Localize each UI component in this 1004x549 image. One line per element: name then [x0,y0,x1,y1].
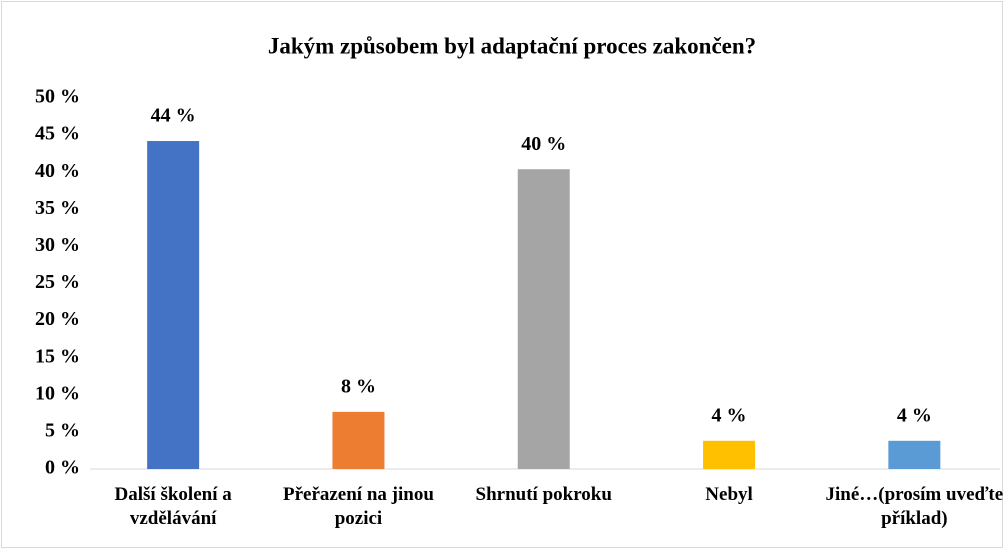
data-label: 40 % [521,133,566,155]
bar [147,141,200,469]
y-tick-label: 50 % [35,86,80,108]
bar [888,440,941,469]
bar [517,169,570,469]
data-label: 4 % [897,404,932,426]
y-tick-label: 0 % [45,457,80,479]
y-tick-label: 25 % [35,271,80,293]
data-label: 8 % [341,375,376,397]
bar [703,440,756,469]
x-tick-label: Nebyl [705,484,753,505]
x-tick-label: Přeřazení na jinou pozici [282,484,434,529]
data-label: 4 % [712,404,747,426]
y-tick-label: 5 % [45,419,80,441]
x-tick-label: Jiné…(prosím uveďte příklad) [825,484,1004,529]
bar [332,411,385,469]
y-tick-label: 35 % [35,197,80,219]
y-tick-label: 15 % [35,345,80,367]
chart-title: Jakým způsobem byl adaptační proces zako… [268,33,756,58]
y-tick-label: 10 % [35,382,80,404]
y-tick-label: 45 % [35,123,80,145]
y-tick-label: 20 % [35,308,80,330]
x-tick-label: Další školení a vzdělávání [114,484,232,529]
x-tick-label: Shrnutí pokroku [475,484,612,505]
data-label: 44 % [151,105,196,127]
y-tick-label: 30 % [35,234,80,256]
y-tick-label: 40 % [35,160,80,182]
